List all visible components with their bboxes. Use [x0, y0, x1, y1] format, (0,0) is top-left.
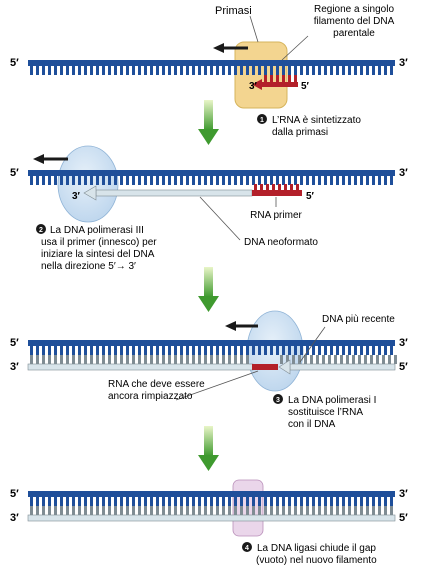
step-arrow-2: [198, 267, 219, 312]
template-strand-bases: [30, 176, 393, 185]
panel-1: Primasi Regione a singolo filamento del …: [10, 4, 408, 138]
p3-top-5prime: 5′: [10, 337, 19, 349]
panel-2: 5′ 3′ 3′ 5′ RNA primer DNA neoformato 2 …: [10, 145, 408, 272]
step-3-line2: sostituisce l’RNA: [288, 407, 363, 418]
p2-new-3prime: 3′: [72, 191, 81, 202]
p2-end-3prime: 3′: [399, 167, 408, 179]
pol3-movement-arrowhead: [33, 154, 44, 164]
region-leader: [281, 35, 309, 61]
dna-neoformato-leader: [199, 196, 241, 241]
primer-direction-arrow: [252, 79, 262, 90]
step-arrow-1: [198, 100, 219, 145]
region-label-line3: parentale: [333, 28, 375, 39]
step-3-line1: La DNA polimerasi I: [288, 395, 376, 406]
rna-replace-leader: [175, 370, 259, 401]
p4-bottom-5prime: 5′: [399, 512, 408, 524]
step-2-line1: La DNA polimerasi III: [50, 225, 144, 236]
step-2-line3: iniziare la sintesi del DNA: [41, 249, 155, 260]
rna-primer-label: RNA primer: [250, 210, 302, 221]
p3-bottom-right-bases: [280, 355, 397, 364]
end-5prime: 5′: [10, 57, 19, 69]
step-2-line4: nella direzione 5′→ 3′: [41, 261, 136, 272]
step-4-badge: [242, 542, 252, 552]
panel-3: 5′ 3′ 3′ 5′ DNA più recente RNA che deve…: [10, 310, 408, 430]
p3-top-strand-bases: [30, 346, 393, 355]
dna-piu-recente-label: DNA più recente: [322, 314, 395, 325]
primer-3prime: 3′: [249, 81, 258, 92]
p3-top-3prime: 3′: [399, 337, 408, 349]
p3-bottom-strand-left: [27, 363, 254, 371]
template-strand: [28, 170, 395, 176]
rna-primer: [262, 82, 298, 87]
step-3-number: 3: [276, 397, 280, 404]
step-3-badge: [273, 394, 283, 404]
rna-primer-bases: [264, 75, 297, 82]
region-label-line2: filamento del DNA: [314, 16, 395, 27]
p4-top-5prime: 5′: [10, 488, 19, 500]
step-2-badge: [36, 224, 46, 234]
primase-movement-arrowhead: [213, 43, 224, 53]
step-1-line1: L’RNA è sintetizzato: [272, 115, 361, 126]
p2-end-5prime: 5′: [10, 167, 19, 179]
p4-bottom-strand-bases: [30, 506, 393, 515]
rna-to-replace: [252, 364, 278, 370]
p4-top-strand: [28, 491, 395, 497]
primasi-leader: [249, 15, 259, 43]
step-1-number: 1: [260, 117, 264, 124]
region-label-line1: Regione a singolo: [314, 4, 394, 15]
step-1-badge: [257, 114, 267, 124]
p4-top-3prime: 3′: [399, 488, 408, 500]
primer-5prime: 5′: [301, 81, 310, 92]
p3-top-strand: [28, 340, 395, 346]
dna-neoformato-label: DNA neoformato: [244, 237, 318, 248]
step-2-number: 2: [39, 227, 43, 234]
dna-piu-recente-leader: [299, 326, 326, 363]
parental-strand: [28, 60, 395, 66]
pol1-movement-arrowhead: [225, 321, 236, 331]
new-dna-arrowhead: [83, 185, 97, 201]
p3-bottom-3prime: 3′: [10, 361, 19, 373]
p4-bottom-strand: [27, 514, 396, 522]
step-4-line1: La DNA ligasi chiude il gap: [257, 543, 376, 554]
p4-bottom-3prime: 3′: [10, 512, 19, 524]
panel-4: 5′ 3′ 3′ 5′ 4 La DNA ligasi chiude il ga…: [10, 479, 408, 566]
rna-primer-2: [252, 190, 302, 196]
end-3prime: 3′: [399, 57, 408, 69]
p3-bottom-strand-bases: [30, 355, 249, 364]
primasi-label: Primasi: [215, 5, 252, 17]
p4-top-strand-bases: [30, 497, 393, 506]
p3-newest-dna-arrowhead: [278, 359, 291, 375]
p2-new-5prime: 5′: [306, 191, 315, 202]
step-4-number: 4: [245, 545, 249, 552]
new-dna-strand: [95, 189, 253, 197]
rna-replace-line1: RNA che deve essere: [108, 379, 205, 390]
dna-polymerase-iii: [57, 145, 119, 223]
parental-strand-bases: [30, 66, 393, 75]
step-1-line2: dalla primasi: [272, 127, 328, 138]
rna-replace-line2: ancora rimpiazzato: [108, 391, 193, 402]
step-2-line2: usa il primer (innesco) per: [41, 237, 157, 248]
p3-bottom-5prime: 5′: [399, 361, 408, 373]
step-arrow-3: [198, 426, 219, 471]
step-3-line3: con il DNA: [288, 419, 336, 430]
p3-newest-dna: [289, 363, 396, 371]
rna-primer-2-bases: [254, 184, 299, 190]
step-4-line2: (vuoto) nel nuovo filamento: [256, 555, 377, 566]
